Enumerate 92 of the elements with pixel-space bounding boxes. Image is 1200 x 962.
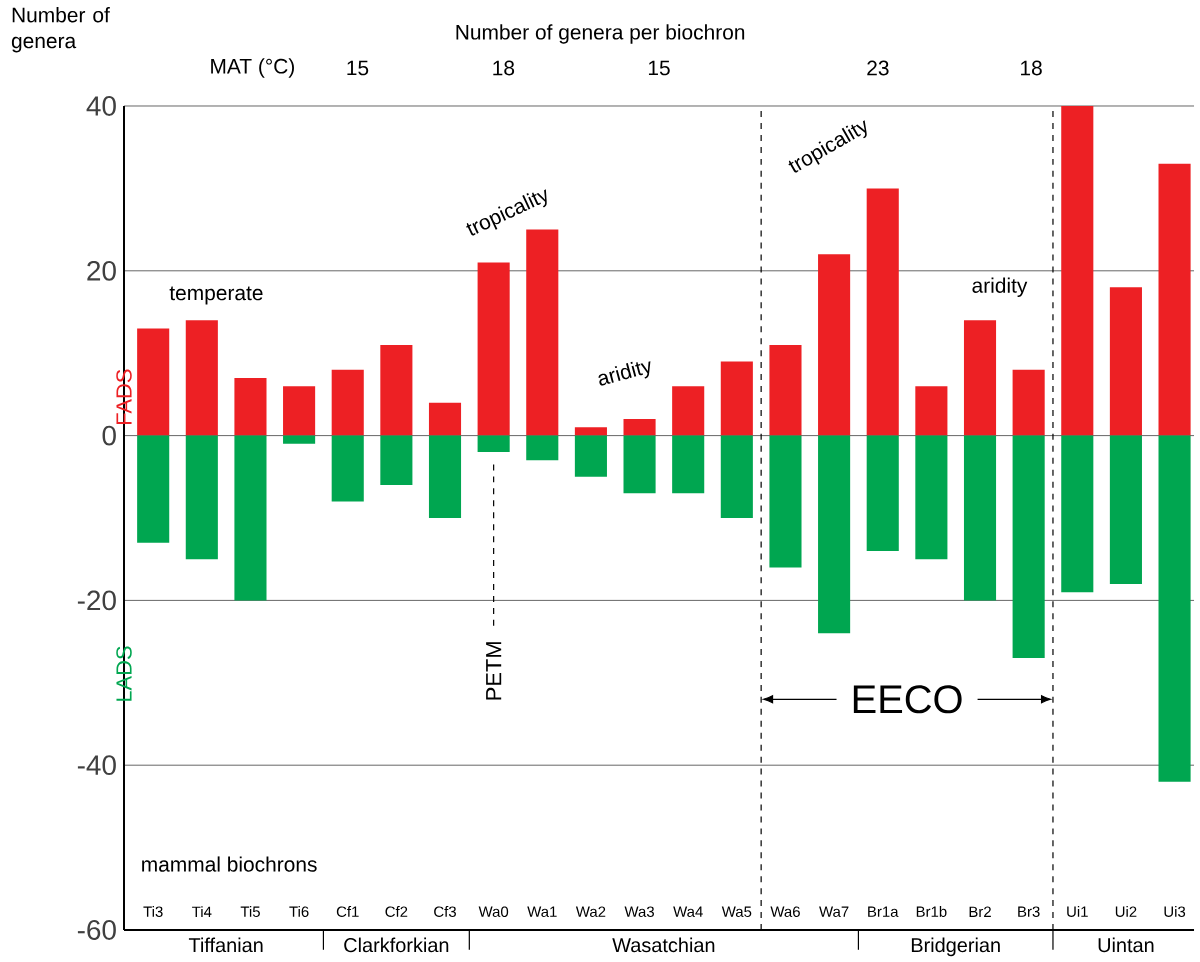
x-tick-label: Wa5 [721,906,752,917]
text: Wasatchian [612,937,715,953]
bar [866,188,899,436]
x-tick-label: Ui2 [1115,906,1137,917]
text: 18 [1021,60,1042,76]
x-tick-label: Wa4 [673,906,703,917]
bar [477,262,510,436]
annotation: aridity [598,361,651,386]
x-tick-label: Cf3 [434,906,456,917]
bar [526,435,559,461]
bar [428,435,462,518]
bar [477,435,510,453]
bar [283,435,316,444]
bar [915,435,948,560]
text: LADS [116,646,132,701]
x-tick-label: Ti3 [143,906,163,917]
bar [1061,105,1094,436]
bar [331,369,364,436]
chart-title: Number of genera per biochron [456,24,745,44]
x-tick-label: Wa1 [527,906,557,917]
bar [623,435,656,494]
x-tick-label: Br3 [1018,906,1040,917]
bar [818,254,851,436]
annotation: temperate [169,286,263,305]
x-tick-label: Br1b [916,906,947,917]
x-tick-label: Ti5 [240,906,260,917]
text: Bridgerian [911,937,1000,957]
text: MAT (°C) [211,58,294,78]
x-tick-label: Wa7 [819,906,849,917]
bar [331,435,364,502]
bar [1012,435,1045,659]
bar [818,435,851,634]
x-tick-label: Wa2 [575,906,606,917]
x-tick-label: Br2 [969,906,991,917]
x-tick-label: Cf2 [385,906,408,917]
bar [963,320,997,436]
bar [1012,369,1045,436]
bar [623,419,656,436]
bar [283,386,316,436]
text: Tiffanian [188,937,263,953]
text: 23 [867,60,889,76]
bar [185,435,218,560]
bar [1109,287,1142,436]
bar [866,435,899,551]
bar [915,386,948,436]
x-tick-label: Ti4 [192,906,212,917]
y-tick-label: -60 [77,920,116,940]
annotation: mammal biochrons [142,856,317,872]
bar [185,320,218,436]
text: Clarkforkian [344,937,449,953]
bar [234,435,267,601]
text: 18 [493,60,515,76]
x-tick-label: Ui3 [1164,906,1186,917]
y-tick-label: 20 [87,260,116,281]
bar [1061,435,1094,593]
y-tick-label: -20 [77,590,116,611]
bar [574,427,607,436]
bar [1158,435,1191,782]
annotation: aridity [972,277,1028,298]
text: Uintan [1098,937,1154,953]
x-tick-label: Br1a [868,906,899,917]
y-tick-label: -40 [77,755,116,776]
y-axis-title: Number of genera [11,7,110,53]
y-tick-label: 0 [102,425,116,446]
bar [720,361,753,436]
bar [574,435,607,477]
bar [720,435,753,518]
text: 15 [347,60,369,76]
annotation: EECO [853,685,962,714]
bar [1158,163,1191,436]
bar [672,435,705,494]
bar [137,328,170,436]
bar [380,435,413,486]
bar [137,435,170,543]
bar [769,344,802,436]
bar [234,377,267,436]
bar [672,386,705,436]
text: 15 [648,60,670,76]
x-tick-label: Cf1 [336,906,359,917]
bar [769,435,802,568]
x-tick-label: Ti6 [289,906,309,917]
bar [380,344,413,436]
x-tick-label: Ui1 [1067,906,1088,917]
bar [963,435,997,601]
ref-line-label: PETM [486,642,502,700]
y-tick-label: 40 [86,96,116,116]
x-tick-label: Wa6 [770,906,800,917]
x-tick-label: Wa3 [624,906,654,917]
bar [428,402,462,436]
bar [1109,435,1142,584]
text: FADS [116,369,132,424]
x-tick-label: Wa0 [478,906,509,917]
